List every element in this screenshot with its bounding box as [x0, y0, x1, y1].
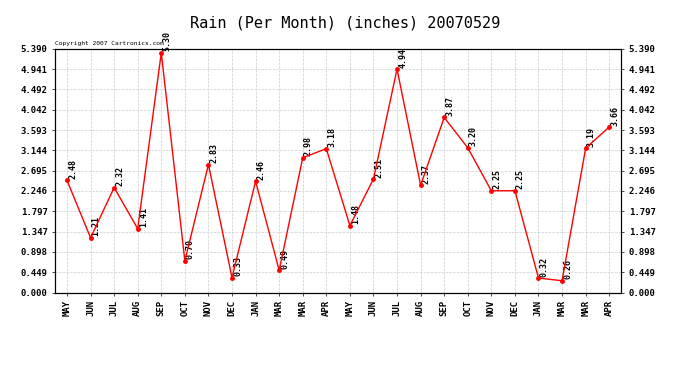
- Text: 2.25: 2.25: [493, 170, 502, 189]
- Text: 4.94: 4.94: [398, 48, 407, 68]
- Text: 0.26: 0.26: [563, 260, 572, 279]
- Text: 2.46: 2.46: [257, 160, 266, 180]
- Text: 1.41: 1.41: [139, 207, 148, 227]
- Text: 1.48: 1.48: [351, 204, 360, 224]
- Text: 5.30: 5.30: [162, 32, 171, 51]
- Text: 3.87: 3.87: [445, 96, 454, 116]
- Text: Copyright 2007 Cartronics.com: Copyright 2007 Cartronics.com: [55, 41, 164, 46]
- Text: 2.83: 2.83: [210, 143, 219, 163]
- Text: 1.21: 1.21: [92, 216, 101, 236]
- Text: 3.18: 3.18: [327, 127, 336, 147]
- Text: 2.98: 2.98: [304, 136, 313, 156]
- Text: 2.25: 2.25: [516, 170, 525, 189]
- Text: Rain (Per Month) (inches) 20070529: Rain (Per Month) (inches) 20070529: [190, 15, 500, 30]
- Text: 2.51: 2.51: [375, 158, 384, 178]
- Text: 0.32: 0.32: [540, 256, 549, 277]
- Text: 3.66: 3.66: [610, 106, 619, 126]
- Text: 0.33: 0.33: [233, 256, 242, 276]
- Text: 3.20: 3.20: [469, 126, 477, 146]
- Text: 2.48: 2.48: [68, 159, 77, 179]
- Text: 0.70: 0.70: [186, 240, 195, 260]
- Text: 2.37: 2.37: [422, 164, 431, 184]
- Text: 2.32: 2.32: [115, 166, 124, 186]
- Text: 3.19: 3.19: [586, 127, 595, 147]
- Text: 0.49: 0.49: [280, 249, 289, 269]
